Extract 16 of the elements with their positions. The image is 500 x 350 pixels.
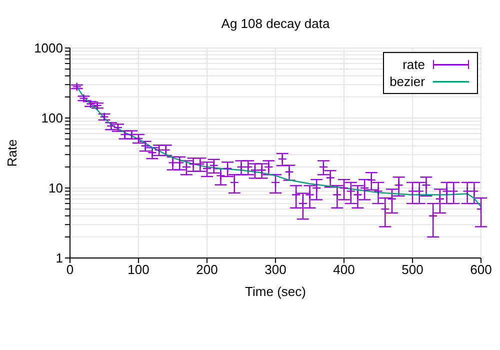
y-tick-label: 100 — [41, 110, 63, 126]
x-tick-label: 100 — [128, 262, 150, 278]
x-tick-label: 500 — [402, 262, 424, 278]
y-tick-label: 10 — [48, 180, 63, 196]
legend-label: rate — [402, 57, 425, 72]
y-axis-title: Rate — [4, 139, 20, 167]
y-tick-label: 1000 — [34, 40, 63, 56]
y-tick-label: 1 — [56, 250, 63, 266]
x-tick-label: 200 — [196, 262, 218, 278]
x-tick-label: 0 — [66, 262, 74, 278]
x-tick-label: 400 — [333, 262, 355, 278]
legend-label: bezier — [390, 74, 425, 89]
x-tick-label: 300 — [264, 262, 286, 278]
x-tick-label: 600 — [470, 262, 492, 278]
chart-title: Ag 108 decay data — [220, 16, 331, 31]
x-axis-title: Time (sec) — [245, 284, 306, 299]
